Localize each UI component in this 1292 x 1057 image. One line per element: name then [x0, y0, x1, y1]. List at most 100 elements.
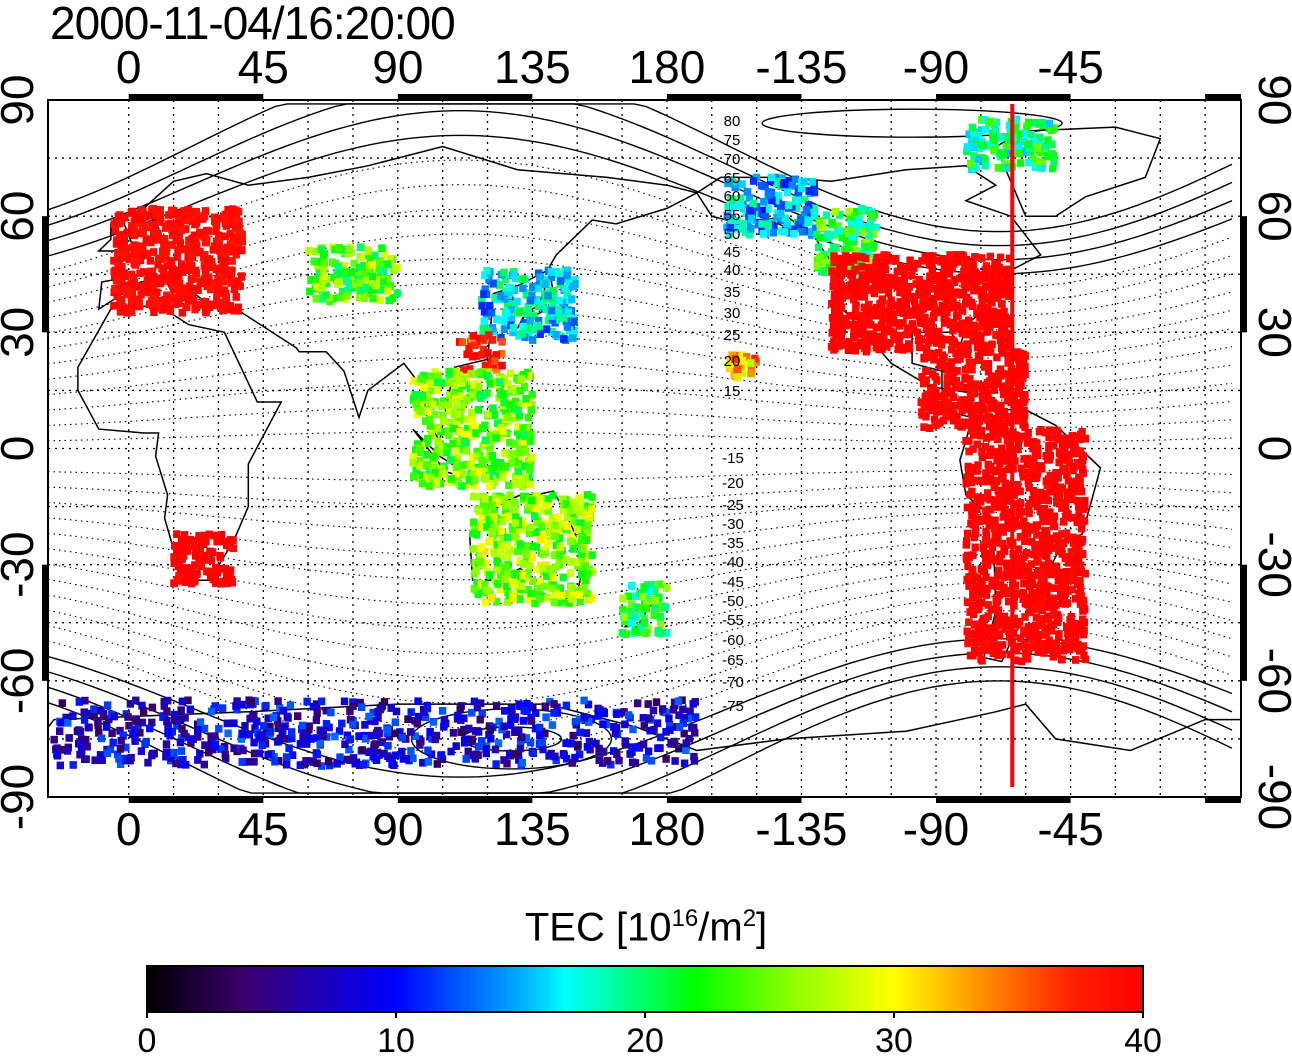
tec-cell [563, 702, 570, 710]
tec-cell [178, 226, 185, 234]
tec-cell [1075, 474, 1082, 482]
tec-cell [775, 192, 782, 200]
tec-cell [455, 410, 462, 418]
tec-cell [220, 278, 227, 286]
tec-cell [829, 219, 836, 227]
tec-cell [597, 748, 604, 756]
tec-cell [187, 706, 194, 714]
tec-cell [551, 522, 558, 530]
tec-cell [279, 707, 286, 715]
tec-cell [927, 329, 934, 337]
tec-cell [471, 585, 478, 593]
tec-cell [985, 612, 992, 620]
tec-cell [1031, 542, 1038, 550]
tec-cell [528, 497, 535, 505]
tec-cell [632, 627, 639, 635]
tec-cell [453, 447, 460, 455]
tec-cell [471, 341, 478, 349]
tec-cell [176, 233, 183, 241]
tec-cell [341, 698, 348, 706]
tec-cell [419, 479, 426, 487]
tec-cell [143, 235, 150, 243]
tec-cell [1068, 548, 1075, 556]
tec-cell [250, 712, 257, 720]
tec-cell [1079, 465, 1086, 473]
tec-cell [453, 368, 460, 376]
tec-cell [1074, 497, 1081, 505]
tec-cell [526, 481, 533, 489]
tec-cell [178, 706, 185, 714]
tec-cell [1052, 611, 1059, 619]
tec-cell [325, 758, 332, 766]
tec-cell [973, 407, 980, 415]
tec-cell [267, 728, 274, 736]
tec-cell [949, 298, 956, 306]
tec-cell [982, 494, 989, 502]
tec-cell [784, 220, 791, 228]
tec-cell [424, 435, 431, 443]
tec-cell [1051, 584, 1058, 592]
tec-cell [94, 718, 101, 726]
tec-cell [193, 570, 200, 578]
tec-cell [81, 755, 88, 763]
tec-cell [583, 589, 590, 597]
tec-cell [338, 720, 345, 728]
tec-cell [613, 750, 620, 758]
tec-cell [548, 585, 555, 593]
tec-cell [505, 481, 512, 489]
tec-cell [963, 266, 970, 274]
tec-cell [224, 210, 231, 218]
tec-cell [838, 234, 845, 242]
tec-cell [85, 724, 92, 732]
tec-cell [384, 742, 391, 750]
tec-cell [347, 735, 354, 743]
tec-cell [1075, 556, 1082, 564]
tec-cell [378, 244, 385, 252]
tec-cell [831, 344, 838, 352]
tec-cell [562, 556, 569, 564]
tec-cell [930, 312, 937, 320]
tec-cell [1050, 442, 1057, 450]
contour-label: -15 [722, 450, 744, 467]
tec-cell [567, 538, 574, 546]
tec-cell [493, 702, 500, 710]
tec-cell [764, 220, 771, 228]
tec-cell [230, 719, 237, 727]
tec-cell [643, 605, 650, 613]
tec-cell [342, 292, 349, 300]
tec-cell [475, 507, 482, 515]
tec-cell [1076, 538, 1083, 546]
tec-cell [476, 468, 483, 476]
tec-cell [521, 707, 528, 715]
tec-cell [130, 249, 137, 257]
tec-cell [491, 411, 498, 419]
tec-cell [496, 378, 503, 386]
tec-cell [925, 353, 932, 361]
tec-cell [488, 309, 495, 317]
tec-cell [993, 594, 1000, 602]
tec-cell [483, 267, 490, 275]
tec-cell [964, 504, 971, 512]
tec-cell [970, 431, 977, 439]
tec-cell [746, 207, 753, 215]
tec-cell [51, 736, 58, 744]
tec-cell [287, 701, 294, 709]
tec-cell [999, 489, 1006, 497]
tec-cell [803, 206, 810, 214]
tec-cell [958, 251, 965, 259]
tec-cell [918, 373, 925, 381]
tec-cell [189, 208, 196, 216]
tec-cell [369, 273, 376, 281]
contour-label: -75 [722, 698, 744, 715]
tec-cell [984, 379, 991, 387]
tec-cell [1022, 352, 1029, 360]
tec-cell [426, 728, 433, 736]
tec-cell [816, 219, 823, 227]
tec-cell [1053, 532, 1060, 540]
tec-cell [628, 582, 635, 590]
tec-cell [167, 305, 174, 313]
tec-cell [64, 719, 71, 727]
tec-cell [509, 580, 516, 588]
tec-cell [139, 207, 146, 215]
tec-cell [205, 749, 212, 757]
